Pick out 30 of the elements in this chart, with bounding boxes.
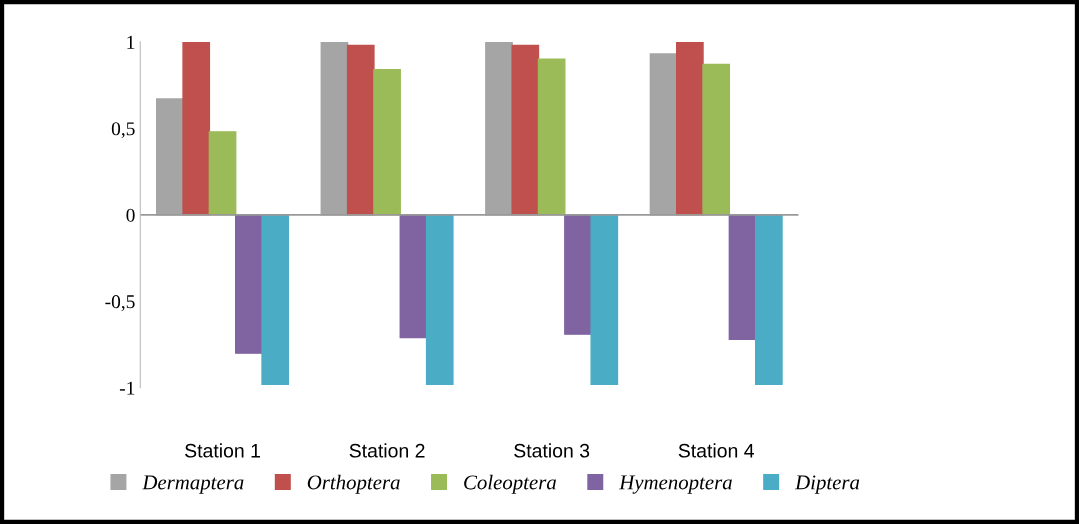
x-tick-label: Station 1 bbox=[185, 443, 260, 458]
bar bbox=[675, 41, 704, 216]
y-tick-label: 0,5 bbox=[111, 122, 135, 139]
bar bbox=[702, 63, 731, 216]
legend-label: Coleoptera bbox=[464, 474, 556, 494]
bar bbox=[346, 44, 375, 216]
y-tick-label: -0,5 bbox=[105, 295, 135, 312]
bar bbox=[182, 41, 211, 216]
y-tick-label: 1 bbox=[127, 35, 135, 49]
bar bbox=[373, 68, 401, 216]
bar bbox=[590, 214, 619, 385]
bar bbox=[728, 214, 757, 341]
bar bbox=[235, 214, 263, 354]
x-tick-label: Station 4 bbox=[678, 443, 754, 458]
bar bbox=[754, 214, 783, 385]
x-tick-label: Station 2 bbox=[349, 443, 425, 458]
y-tick-label: 0 bbox=[126, 208, 135, 222]
legend-label: Dermaptera bbox=[142, 475, 244, 494]
bar bbox=[399, 214, 428, 339]
bar bbox=[208, 131, 237, 216]
bar bbox=[425, 214, 454, 385]
bar bbox=[564, 214, 592, 335]
bar bbox=[511, 44, 540, 216]
x-tick-label: Station 3 bbox=[514, 443, 590, 458]
legend-label: Orthoptera bbox=[307, 474, 400, 494]
legend-label: Diptera bbox=[794, 475, 860, 494]
bar bbox=[537, 58, 566, 216]
legend-label: Hymenoptera bbox=[619, 475, 732, 494]
bar bbox=[261, 214, 290, 385]
y-tick-label: -1 bbox=[119, 381, 135, 395]
